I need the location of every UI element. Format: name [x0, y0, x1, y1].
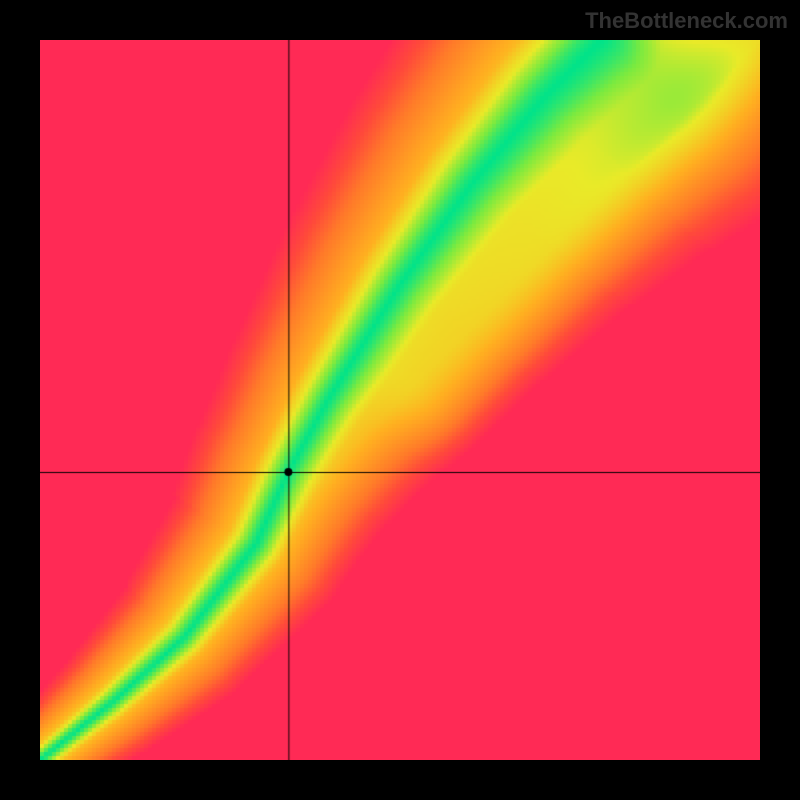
heatmap-plot [40, 40, 760, 760]
crosshair-overlay [40, 40, 760, 760]
watermark-text: TheBottleneck.com [585, 8, 788, 34]
